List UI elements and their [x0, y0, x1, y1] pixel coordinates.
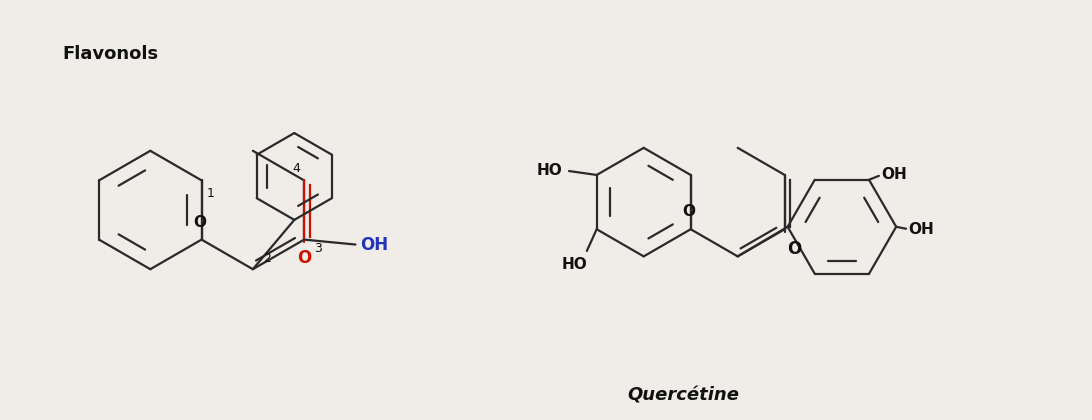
- Text: Flavonols: Flavonols: [62, 45, 159, 63]
- Text: O: O: [297, 249, 311, 268]
- Text: O: O: [193, 215, 206, 230]
- Text: HO: HO: [562, 257, 587, 272]
- Text: 4: 4: [293, 163, 300, 176]
- Text: OH: OH: [909, 222, 934, 237]
- Text: OH: OH: [881, 167, 906, 182]
- Text: 3: 3: [314, 241, 322, 255]
- Text: Quercétine: Quercétine: [627, 386, 739, 404]
- Text: O: O: [787, 240, 802, 258]
- Text: 2: 2: [263, 252, 271, 265]
- Text: 1: 1: [206, 187, 214, 200]
- Text: OH: OH: [360, 236, 389, 254]
- Text: HO: HO: [536, 163, 562, 178]
- Text: O: O: [682, 205, 696, 219]
